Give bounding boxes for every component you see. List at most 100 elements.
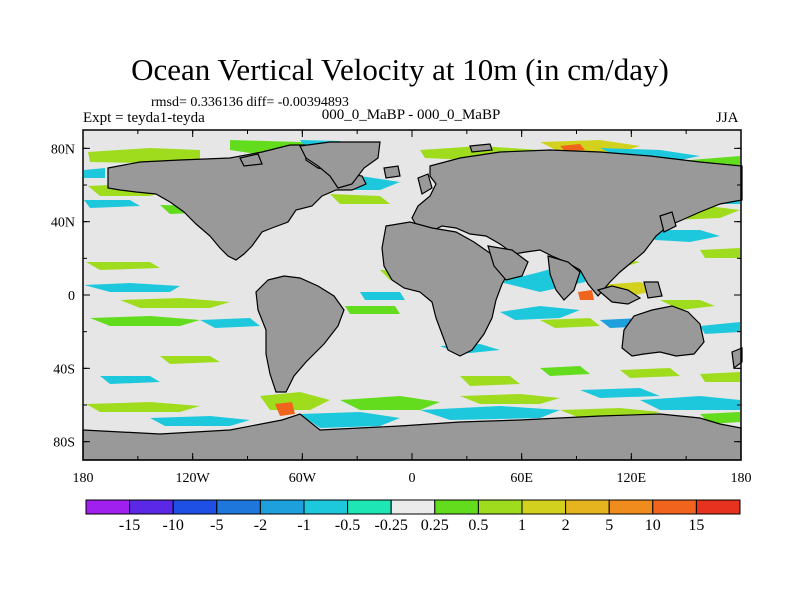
contour-positive [160, 356, 220, 364]
contour-negative [580, 388, 660, 398]
land-africa [381, 221, 511, 357]
contour-negative [640, 396, 740, 410]
colorbar-label: -10 [163, 517, 184, 534]
contour-negative [650, 230, 720, 242]
colorbar-swatch [652, 499, 697, 515]
x-tick-label: 120W [176, 471, 211, 486]
colorbar-swatch [521, 499, 567, 515]
contour-positive [120, 298, 230, 308]
contour-positive [88, 148, 200, 163]
land-arabia [487, 245, 529, 281]
continents [82, 141, 743, 461]
contour-positive [540, 318, 600, 328]
land-australia [621, 305, 705, 357]
contour-negative [420, 406, 560, 420]
colorbar-swatch [477, 499, 523, 515]
colorbar-swatch [129, 499, 174, 515]
colorbar-label: 10 [645, 517, 661, 534]
land-japan [659, 211, 677, 233]
colorbar-label: -0.25 [375, 517, 408, 534]
y-tick-label: 80N [51, 142, 75, 157]
contour-strong [275, 402, 295, 416]
colorbar-swatch [390, 499, 436, 515]
contour-negative [360, 292, 405, 300]
colorbar-swatch [434, 499, 479, 515]
contour-positive [540, 366, 590, 376]
colorbar-swatch [347, 499, 392, 515]
rmsd-diff-stats: rmsd= 0.336136 diff= -0.00394893 [151, 95, 349, 110]
land-indonesia [643, 281, 663, 299]
contour-positive [90, 316, 200, 326]
contour-positive [340, 396, 440, 410]
land-india [547, 255, 581, 301]
x-tick-label: 180 [731, 471, 752, 486]
y-tick-label: 40S [53, 362, 75, 377]
colorbar-label: 0.5 [468, 517, 488, 534]
x-tick-label: 60W [289, 471, 317, 486]
y-tick-label: 40N [51, 216, 75, 231]
y-axis-labels: 80N 40N 0 40S 80S [51, 142, 75, 450]
axis-ticks [82, 130, 742, 460]
colorbar-label: 1 [518, 517, 526, 534]
chart-title: Ocean Vertical Velocity at 10m (in cm/da… [131, 52, 669, 87]
contour-positive [620, 368, 680, 378]
colorbar-swatch [216, 499, 261, 515]
land-iceland [383, 165, 401, 179]
contour-positive [700, 372, 740, 382]
land-new-zealand [731, 347, 743, 370]
y-tick-label: 80S [53, 436, 75, 451]
contour-negative [150, 416, 250, 426]
colorbar-swatch [695, 499, 741, 515]
colorbar-label: 2 [562, 517, 570, 534]
land-north-america [107, 144, 367, 261]
contour-negative [500, 306, 580, 320]
contour-positive [660, 300, 715, 310]
colorbar-swatch [565, 499, 610, 515]
colorbar-labels: -15 -10 -5 -2 -1 -0.5 -0.25 0.25 0.5 1 2 5 10 15 [119, 517, 704, 534]
experiment-label: Expt = teyda1-teyda [83, 110, 205, 126]
colorbar-label: -15 [119, 517, 140, 534]
contour-negative [84, 200, 140, 208]
x-tick-label: 180 [73, 471, 94, 486]
land-britain [417, 173, 433, 195]
x-tick-label: 120E [617, 471, 647, 486]
contour-negative [100, 376, 160, 384]
contour-strong [578, 290, 594, 300]
colorbar-label: 5 [605, 517, 613, 534]
x-tick-label: 0 [409, 471, 416, 486]
land-arctic-island [239, 153, 263, 167]
land-arctic-island [469, 143, 493, 153]
colorbar-label: 0.25 [421, 517, 449, 534]
contour-positive [460, 376, 520, 386]
season-label: JJA [716, 110, 739, 126]
x-axis-labels: 180 120W 60W 0 60E 120E 180 [73, 471, 752, 486]
x-tick-label: 60E [510, 471, 533, 486]
colorbar-swatch [172, 499, 218, 515]
colorbar-label: 15 [688, 517, 704, 534]
colorbar-swatch [85, 499, 131, 515]
contour-positive [330, 194, 390, 204]
colorbar-label: -0.5 [335, 517, 360, 534]
land-indonesia [596, 285, 642, 305]
contour-negative [84, 168, 105, 178]
contour-positive [86, 402, 200, 412]
land-greenland [299, 141, 381, 189]
colorbar-swatch [608, 499, 654, 515]
contour-positive [460, 394, 560, 404]
contour-negative [84, 283, 180, 292]
contour-negative [700, 322, 740, 334]
colorbar-swatch [303, 499, 349, 515]
experiment-periods: 000_0_MaBP - 000_0_MaBP [321, 107, 501, 123]
y-tick-label: 0 [68, 289, 75, 304]
contour-negative [200, 318, 260, 328]
land-south-america [255, 275, 345, 393]
contour-strong [560, 144, 585, 151]
colorbar-label: -1 [297, 517, 310, 534]
colorbar-swatch [259, 499, 305, 515]
contour-positive [700, 248, 740, 258]
contour-positive [86, 262, 160, 270]
colorbar [85, 499, 741, 515]
colorbar-label: -2 [254, 517, 267, 534]
colorbar-label: -5 [210, 517, 223, 534]
